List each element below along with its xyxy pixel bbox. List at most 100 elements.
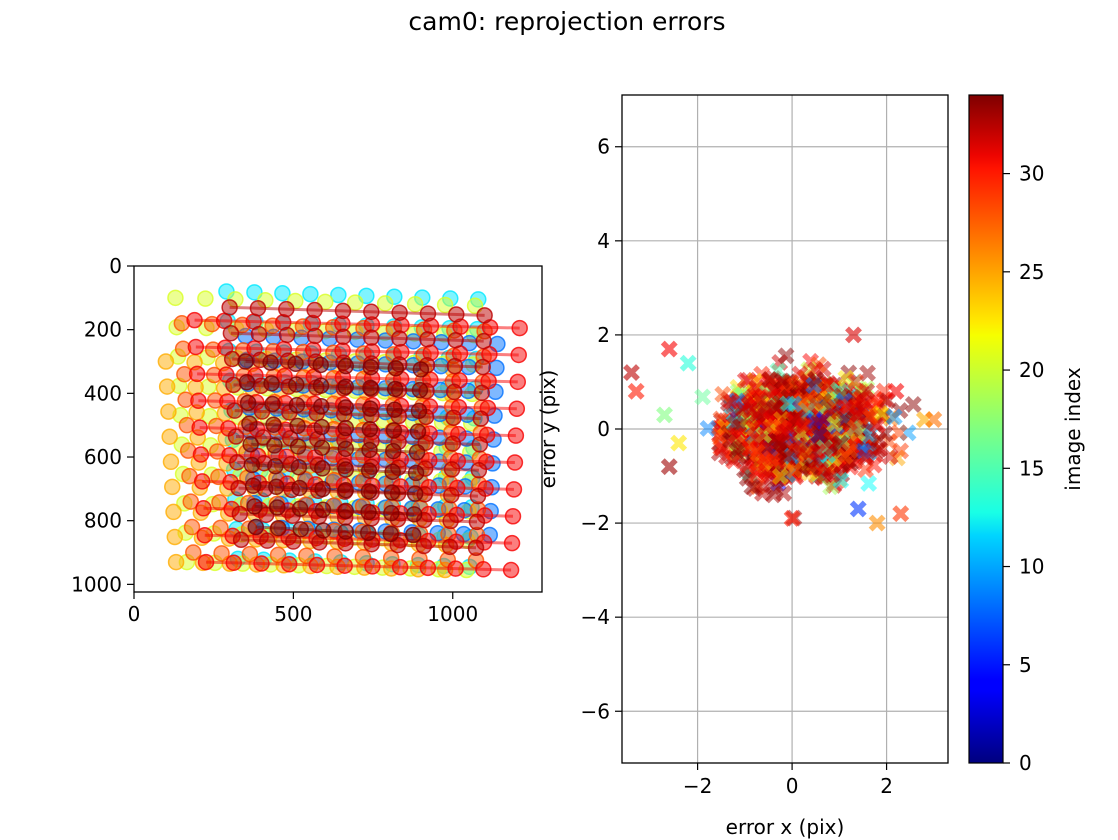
corner-point	[232, 531, 250, 549]
error-point	[790, 436, 808, 454]
corner-point	[188, 365, 206, 383]
right-panel: −2 0 2 −6 −4 −2 0 2 4 6 error x (pix) error y (pi…	[536, 94, 949, 839]
colorbar-tick-label: 20	[1019, 358, 1044, 382]
colorbar-gradient	[969, 95, 1003, 763]
corner-row-line	[234, 409, 481, 421]
error-point	[725, 452, 742, 470]
x-tick-label: 0	[128, 602, 141, 626]
corner-point	[441, 538, 459, 556]
corner-point	[263, 375, 280, 392]
error-point	[890, 424, 908, 442]
y-tick-label: 0	[597, 417, 610, 441]
y-tick-label: 2	[597, 323, 610, 347]
corner-point	[243, 456, 261, 474]
corner-point	[291, 479, 308, 497]
corner-point	[334, 328, 352, 345]
corner-point	[405, 333, 422, 350]
y-tick-label: 600	[84, 445, 122, 469]
corner-point	[447, 332, 464, 349]
corner-point	[387, 360, 405, 377]
corner-point	[238, 373, 256, 391]
right-ticks: −2 0 2 −6 −4 −2 0 2 4 6	[581, 135, 893, 798]
corner-point	[470, 462, 488, 479]
error-point	[791, 365, 809, 383]
corner-point	[412, 361, 430, 378]
corner-point	[362, 379, 379, 397]
corner-point	[314, 501, 332, 519]
corner-point	[274, 284, 291, 302]
y-tick-label: −4	[581, 605, 610, 629]
error-point	[723, 393, 741, 411]
corner-point	[225, 376, 242, 394]
colorbar: 0 5 10 15 20 25 30 image index	[968, 94, 1085, 775]
corner-point	[167, 553, 185, 571]
error-point	[763, 450, 780, 468]
corner-point	[410, 402, 428, 420]
corner-point	[361, 400, 379, 417]
error-point	[739, 371, 757, 389]
corner-point	[446, 357, 464, 375]
corner-point	[187, 379, 204, 396]
error-point	[860, 474, 878, 492]
corner-point	[185, 544, 202, 561]
corner-point	[270, 519, 287, 537]
error-point	[727, 426, 745, 444]
x-tick-label: 2	[880, 774, 893, 798]
corner-point	[360, 503, 377, 521]
corner-point	[476, 307, 493, 324]
corner-point	[314, 522, 332, 539]
corner-point	[187, 338, 205, 356]
corner-point	[241, 545, 259, 563]
corner-point	[242, 436, 259, 453]
x-tick-label: 0	[786, 774, 799, 798]
corner-point	[264, 395, 281, 413]
colorbar-tick-label: 30	[1019, 162, 1044, 186]
error-point	[679, 354, 697, 372]
corner-point	[268, 478, 285, 496]
error-point	[774, 424, 792, 442]
corner-point	[291, 500, 309, 517]
corner-point	[364, 558, 381, 575]
corner-point	[415, 537, 433, 555]
error-point	[778, 448, 796, 466]
error-point	[810, 413, 828, 431]
corner-point	[362, 358, 380, 376]
y-tick-label: 800	[84, 509, 122, 533]
corner-point	[226, 402, 243, 419]
error-point	[807, 371, 825, 389]
corner-point	[473, 384, 491, 402]
corner-point	[262, 354, 279, 371]
y-tick-label: 200	[84, 318, 122, 342]
error-point	[748, 406, 766, 423]
error-point	[785, 461, 803, 479]
corner-point	[506, 454, 524, 471]
corner-point	[337, 357, 354, 375]
x-axis-label: error x (pix)	[726, 815, 845, 839]
corner-point	[443, 461, 461, 478]
corner-point	[197, 553, 215, 571]
error-point	[806, 394, 824, 412]
colorbar-label: image index	[1061, 367, 1085, 491]
corner-point	[386, 401, 403, 418]
corner-point	[383, 484, 401, 501]
corner-point	[508, 400, 526, 417]
corner-point	[336, 557, 353, 574]
corner-point	[267, 457, 284, 475]
error-point	[743, 478, 761, 496]
corner-point	[250, 325, 268, 343]
error-point	[826, 415, 844, 433]
corner-point	[160, 403, 177, 420]
corner-point	[334, 302, 352, 320]
corner-point	[278, 326, 296, 344]
corner-point	[312, 356, 329, 374]
error-point	[857, 449, 875, 467]
error-point	[660, 458, 678, 476]
corner-point	[241, 415, 258, 432]
corner-point	[448, 306, 465, 323]
corner-point	[475, 561, 492, 578]
y-tick-label: 4	[597, 229, 610, 253]
error-point	[783, 509, 801, 527]
corner-point	[503, 534, 521, 552]
corner-point	[442, 512, 459, 530]
error-point	[711, 428, 729, 446]
